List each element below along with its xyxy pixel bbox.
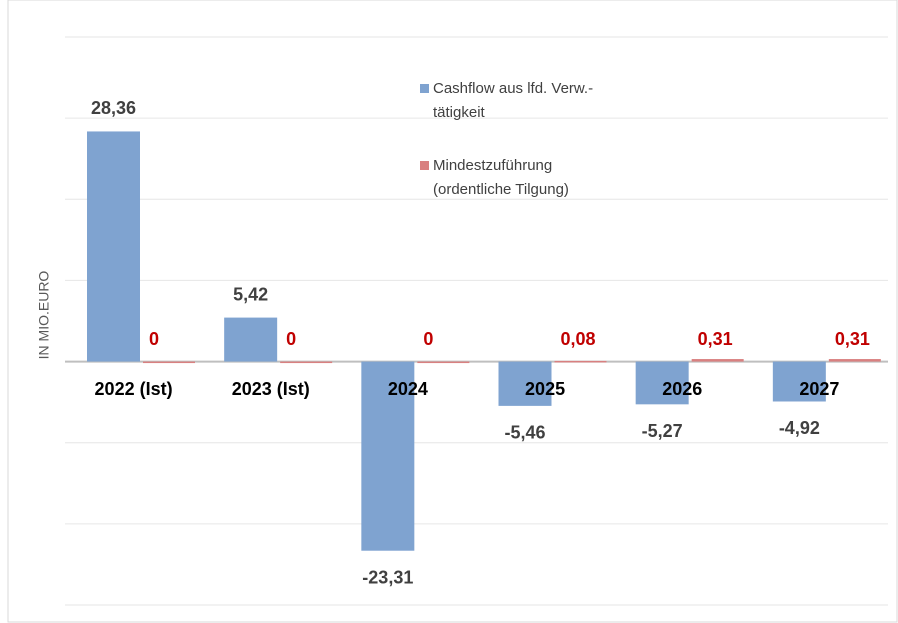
data-label: 28,36: [91, 98, 136, 118]
y-axis-label: IN MIO.EURO: [36, 271, 52, 360]
legend-entry: Mindestzuführung (ordentliche Tilgung): [420, 154, 633, 202]
bar: [772, 361, 826, 402]
bar: [143, 361, 195, 364]
bar: [417, 361, 470, 364]
bar: [280, 361, 333, 364]
legend-swatch: [420, 161, 429, 170]
data-label: 0: [423, 329, 433, 349]
x-tick-label: 2025: [525, 379, 565, 399]
data-label: 0,31: [698, 329, 733, 349]
data-label: -5,46: [504, 423, 545, 443]
bar: [224, 317, 278, 362]
legend-entry: Cashflow aus lfd. Verw.-tätigkeit: [420, 77, 633, 125]
bar: [691, 359, 744, 362]
bar: [87, 131, 140, 362]
bar: [828, 359, 881, 362]
bar: [361, 361, 415, 551]
bar: [554, 360, 607, 363]
x-tick-label: 2027: [799, 379, 839, 399]
data-label: 0,08: [561, 329, 596, 349]
data-label: -5,27: [642, 421, 683, 441]
legend-label: Cashflow aus lfd. Verw.-tätigkeit: [433, 80, 594, 121]
chart-border: [7, 0, 898, 623]
data-label: 0: [149, 329, 159, 349]
x-tick-label: 2024: [388, 379, 428, 399]
data-label: 0,31: [835, 329, 870, 349]
x-tick-label: 2022 (Ist): [95, 379, 173, 399]
data-label: -23,31: [362, 567, 413, 587]
data-label: 0: [286, 329, 296, 349]
bar: [635, 361, 689, 405]
legend-swatch: [420, 84, 429, 93]
data-label: -4,92: [779, 418, 820, 438]
bar: [498, 361, 552, 406]
x-tick-label: 2026: [662, 379, 702, 399]
legend-label: Mindestzuführung (ordentliche Tilgung): [433, 157, 569, 198]
data-label: 5,42: [233, 284, 268, 304]
x-tick-label: 2023 (Ist): [232, 379, 310, 399]
